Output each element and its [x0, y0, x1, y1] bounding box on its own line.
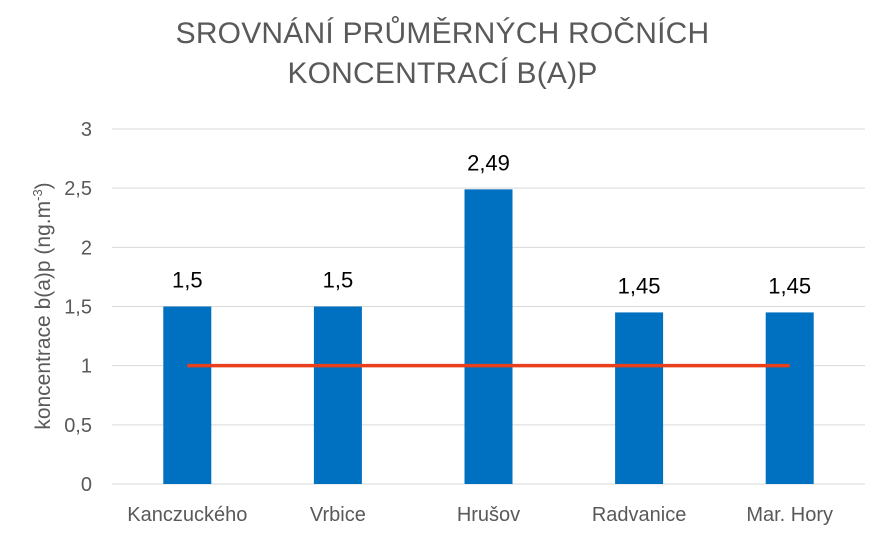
- y-axis-label-sup: -3: [30, 189, 45, 201]
- chart-title-line-1: SROVNÁNÍ PRŮMĚRNÝCH ROČNÍCH: [175, 17, 710, 50]
- bar: [615, 312, 664, 484]
- y-tick-label: 2: [81, 237, 92, 259]
- y-tick-label: 2,5: [64, 178, 92, 200]
- x-category-label: Radvanice: [592, 504, 687, 526]
- chart-title-line-2: KONCENTRACÍ B(A)P: [287, 57, 598, 90]
- y-tick-label: 3: [81, 119, 92, 141]
- x-category-label: Hrušov: [457, 504, 520, 526]
- y-tick-label: 1,5: [64, 297, 92, 319]
- data-label: 1,5: [323, 268, 354, 293]
- x-category-label: Kanczuckého: [127, 504, 247, 526]
- bar: [765, 312, 814, 484]
- x-category-label: Vrbice: [310, 504, 366, 526]
- data-label: 1,5: [172, 268, 203, 293]
- y-tick-label: 1: [81, 356, 92, 378]
- bars: [163, 189, 814, 484]
- bar: [313, 306, 362, 484]
- x-category-label: Mar. Hory: [746, 504, 833, 526]
- y-axis-label: koncentrace b(a)p (ng.m-3): [30, 182, 55, 429]
- bar: [464, 189, 513, 484]
- bar: [163, 306, 212, 484]
- data-label: 1,45: [768, 273, 811, 298]
- data-labels: 1,5 1,5 2,49 1,45 1,45: [172, 150, 811, 298]
- chart-title: SROVNÁNÍ PRŮMĚRNÝCH ROČNÍCH KONCENTRACÍ …: [0, 14, 885, 94]
- y-tick-label: 0,5: [64, 415, 92, 437]
- y-axis-ticks: 0 0,5 1 1,5 2 2,5 3: [64, 119, 92, 496]
- data-label: 2,49: [467, 150, 510, 175]
- y-axis-label-end: ): [32, 182, 55, 189]
- y-tick-label: 0: [81, 474, 92, 496]
- y-axis-label-main: koncentrace b(a)p (ng.m: [32, 201, 55, 430]
- data-label: 1,45: [618, 273, 661, 298]
- x-axis-categories: Kanczuckého Vrbice Hrušov Radvanice Mar. Hor…: [127, 504, 833, 526]
